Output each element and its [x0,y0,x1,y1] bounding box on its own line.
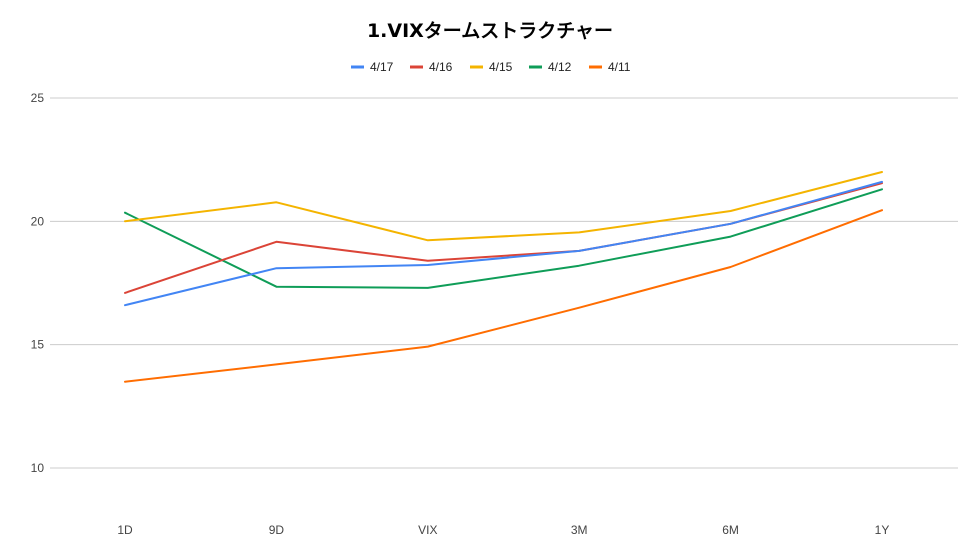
y-tick-label: 15 [31,338,45,352]
y-tick-label: 25 [31,91,45,105]
legend: 4/17 4/16 4/15 4/12 4/11 [351,60,631,74]
grid-lines [50,97,958,469]
legend-label: 4/16 [429,60,453,74]
legend-label: 4/15 [489,60,513,74]
x-tick-label: 9D [269,523,285,537]
series-lines [124,171,883,383]
x-tick-label: VIX [418,523,437,537]
y-tick-label: 20 [31,214,45,228]
y-tick-label: 10 [31,461,45,475]
legend-label: 4/17 [370,60,394,74]
series-line-4-12 [124,188,883,289]
x-tick-label: 1Y [875,523,890,537]
chart-title: 1.VIXタームストラクチャー [367,20,613,42]
legend-label: 4/11 [608,60,631,74]
series-line-4-17 [124,180,883,307]
legend-label: 4/12 [548,60,572,74]
series-line-4-15 [124,171,883,242]
x-tick-label: 3M [571,523,588,537]
x-tick-label: 6M [722,523,739,537]
series-line-4-11 [124,209,883,383]
y-axis-ticks: 10 15 20 25 [31,91,45,475]
x-axis-ticks: 1D 9D VIX 3M 6M 1Y [117,523,889,537]
x-tick-label: 1D [117,523,133,537]
